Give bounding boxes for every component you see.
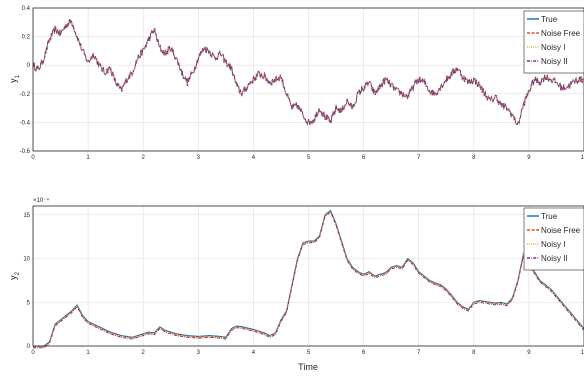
x-tick-label: 0 <box>31 155 35 161</box>
legend-box <box>523 10 584 74</box>
x-tick-label: 2 <box>142 350 146 356</box>
x-tick-label: 7 <box>417 155 421 161</box>
x-tick-label: 6 <box>362 350 366 356</box>
y-tick-label: -0.6 <box>20 149 31 155</box>
y-tick-label: 15 <box>23 213 30 219</box>
y-tick-label: -0.4 <box>20 120 31 126</box>
x-tick-label: 1 <box>86 155 90 161</box>
x-tick-label: 8 <box>472 155 476 161</box>
y-tick-label: 5 <box>27 300 31 306</box>
y-axis-label: y2 <box>8 271 21 280</box>
x-tick-label: 4 <box>252 350 256 356</box>
legend-box <box>523 207 584 271</box>
x-tick-label: 7 <box>417 350 421 356</box>
y-tick-label: -0.2 <box>20 92 31 98</box>
series-line-true <box>33 209 584 347</box>
series-line-noise-free <box>33 210 584 348</box>
legend: True Noise Free Noisy I Noisy II <box>523 10 584 74</box>
subplot-y2: 0 1 2 3 4 5 6 7 8 9 10 0 5 10 15 ×10⁻⁴ y2 Time True Noi… <box>8 197 584 372</box>
legend-label: Noisy II <box>541 254 568 263</box>
series-line-noisy-ii <box>33 211 584 349</box>
x-tick-label: 5 <box>307 350 311 356</box>
x-tick-label: 0 <box>31 350 35 356</box>
series-layer <box>32 19 584 126</box>
legend-label: True <box>541 15 558 24</box>
x-tick-label: 9 <box>527 155 531 161</box>
x-tick-label: 2 <box>142 155 146 161</box>
y-tick-label: 10 <box>23 257 30 263</box>
axes-box <box>32 205 584 347</box>
y-tick-label: 0.2 <box>22 35 31 41</box>
x-tick-label: 4 <box>252 155 256 161</box>
legend-label: Noise Free <box>541 226 581 235</box>
x-tick-label: 9 <box>527 350 531 356</box>
x-tick-label: 3 <box>197 350 201 356</box>
legend-label: Noisy I <box>541 240 565 249</box>
legend-label: Noisy II <box>541 57 568 66</box>
axes-box <box>32 7 584 152</box>
x-tick-label: 3 <box>197 155 201 161</box>
legend-label: Noise Free <box>541 29 581 38</box>
x-tick-label: 1 <box>86 350 90 356</box>
x-tick-label: 10 <box>581 350 584 356</box>
y-scale-exponent: ×10⁻⁴ <box>33 197 49 204</box>
x-tick-label: 8 <box>472 350 476 356</box>
subplot-y1: 0 1 2 3 4 5 6 7 8 9 10 -0.6 -0.4 -0.2 0 0.2 0.4 y1 True N… <box>8 6 584 161</box>
y-tick-label: 0.4 <box>22 6 31 12</box>
tick-labels: 0 1 2 3 4 5 6 7 8 9 10 -0.6 -0.4 -0.2 0 0.2 0.4 <box>20 6 584 161</box>
x-axis-label: Time <box>298 362 318 372</box>
legend-label: True <box>541 212 558 221</box>
y-axis-label: y1 <box>8 74 21 83</box>
x-tick-label: 5 <box>307 155 311 161</box>
tick-labels: 0 1 2 3 4 5 6 7 8 9 10 0 5 10 15 <box>23 213 584 356</box>
x-tick-label: 10 <box>581 155 584 161</box>
y-tick-label: 0 <box>27 344 31 350</box>
series-layer <box>33 209 584 349</box>
x-tick-label: 6 <box>362 155 366 161</box>
series-line-noisy-ii <box>32 19 584 126</box>
legend: True Noise Free Noisy I Noisy II <box>523 207 584 271</box>
y-tick-label: 0 <box>27 63 31 69</box>
legend-label: Noisy I <box>541 43 565 52</box>
